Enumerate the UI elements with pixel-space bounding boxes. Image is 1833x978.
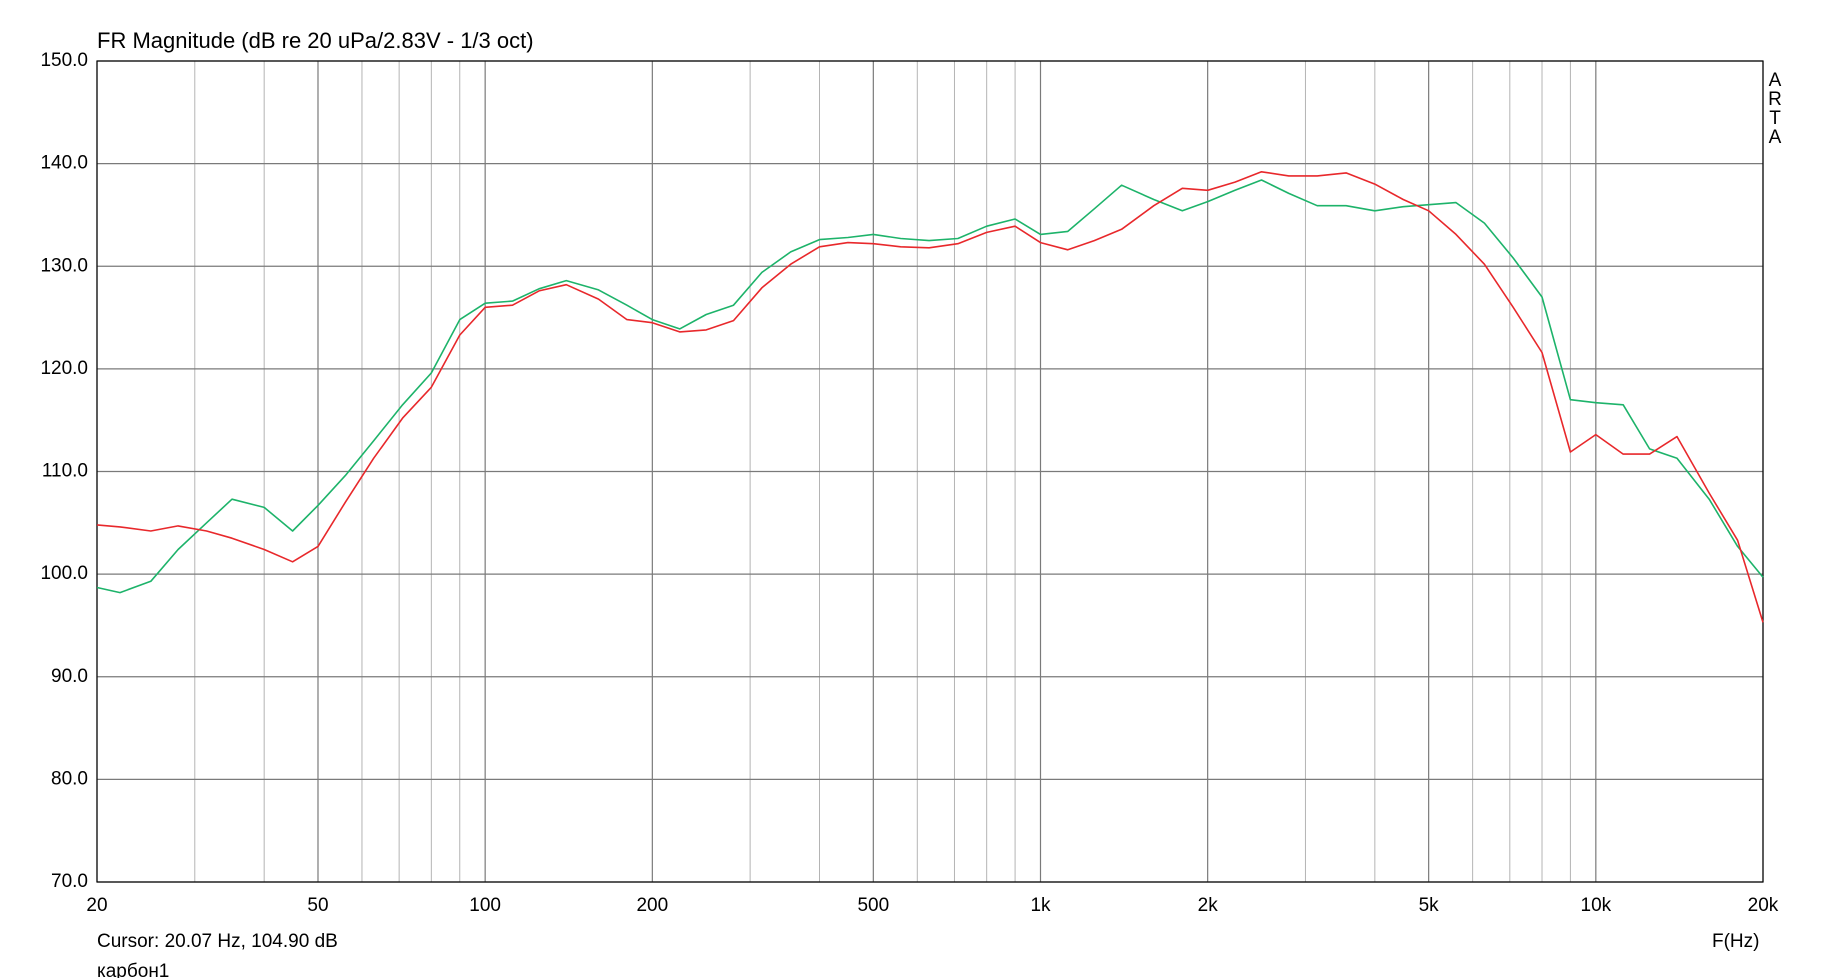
y-tick-label: 70.0 [51,871,88,892]
x-tick-label: 500 [857,895,889,916]
x-tick-label: 20k [1748,895,1779,916]
y-tick-label: 120.0 [40,358,88,379]
x-tick-label: 20 [86,895,107,916]
series-line [96,179,1764,594]
x-tick-label: 50 [307,895,328,916]
x-tick-label: 200 [636,895,668,916]
y-tick-label: 140.0 [40,153,88,174]
x-tick-label: 1k [1030,895,1051,916]
y-tick-label: 90.0 [51,666,88,687]
y-tick-label: 130.0 [40,255,88,276]
y-tick-label: 100.0 [40,563,88,584]
x-axis-label: F(Hz) [1712,931,1759,952]
x-tick-label: 100 [469,895,501,916]
series-line [96,171,1764,623]
y-tick-label: 110.0 [42,461,88,482]
y-tick-label: 150.0 [40,50,88,71]
x-tick-label: 5k [1419,895,1440,916]
x-tick-label: 10k [1581,895,1612,916]
cursor-readout: Cursor: 20.07 Hz, 104.90 dB [97,931,338,952]
footer-label: карбон1 [97,961,169,978]
y-tick-label: 80.0 [51,768,88,789]
x-tick-label: 2k [1198,895,1219,916]
chart-title: FR Magnitude (dB re 20 uPa/2.83V - 1/3 o… [97,28,534,53]
watermark: ARTA [1765,70,1786,146]
plot-frame [96,60,1764,883]
